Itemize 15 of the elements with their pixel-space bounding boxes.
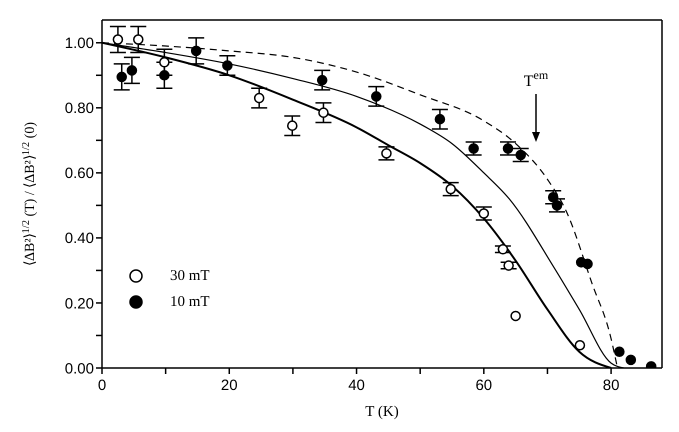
y-tick-label: 1.00 [64, 35, 94, 52]
legend-label: 10 mT [170, 294, 210, 310]
x-tick-label: 40 [348, 377, 365, 394]
x-tick-label: 0 [98, 377, 106, 394]
y-tick-label: 0.20 [64, 295, 94, 312]
y-tick-label: 0.60 [64, 165, 94, 182]
legend-label: 30 mT [170, 268, 210, 284]
x-tick-label: 80 [602, 377, 620, 394]
y-tick-label: 0.40 [64, 230, 94, 248]
annotation: T$^{em}$ [524, 68, 549, 90]
x-tick-label: 60 [475, 377, 492, 394]
y-tick-label: 0.80 [64, 100, 94, 118]
x-axis-title: T (K) [365, 404, 399, 420]
y-tick-label: 0.00 [64, 360, 94, 378]
x-tick-label: 20 [220, 377, 238, 394]
